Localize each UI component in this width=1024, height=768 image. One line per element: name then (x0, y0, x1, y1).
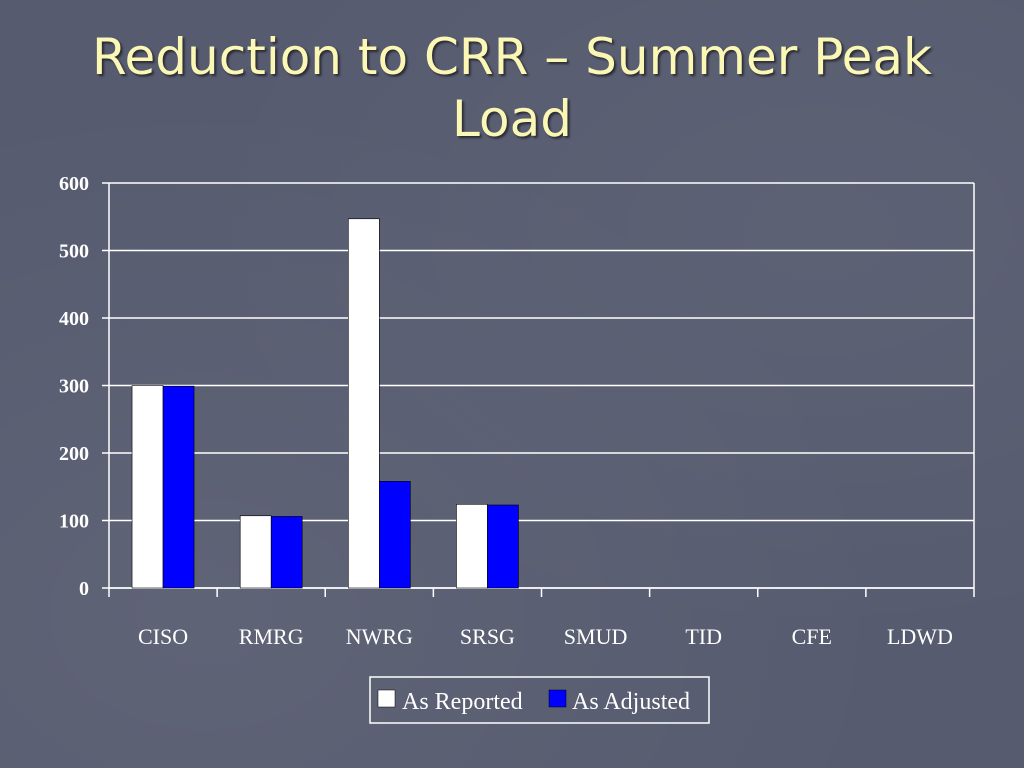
legend-swatch-as-reported (377, 689, 396, 708)
x-category-label: TID (685, 624, 722, 649)
x-category-label: SMUD (564, 624, 628, 649)
bar-as-adjusted-srsg (487, 504, 519, 589)
y-tick-label: 0 (79, 578, 89, 600)
legend-label-as-adjusted: As Adjusted (572, 689, 690, 715)
legend-swatch-as-adjusted (548, 689, 567, 708)
y-tick-label: 100 (59, 511, 89, 533)
chart-legend: As Reported As Adjusted (369, 676, 710, 724)
bar-as-reported-ciso (131, 385, 164, 589)
bar-as-reported-srsg (456, 503, 488, 589)
bar-as-adjusted-nwrg (379, 481, 411, 589)
y-tick-label: 600 (59, 173, 89, 195)
bar-as-reported-nwrg (348, 218, 380, 589)
y-axis-tick-labels: 0 100 200 300 400 500 600 (59, 173, 89, 600)
title-line-1: Reduction to CRR – Summer Peak (92, 28, 932, 86)
gridlines (109, 182, 974, 589)
bar-as-adjusted-rmrg (270, 516, 303, 589)
x-category-label: LDWD (887, 624, 953, 649)
bars (131, 218, 519, 589)
x-category-label: NWRG (346, 624, 413, 649)
bar-as-reported-rmrg (239, 515, 272, 589)
x-category-label: RMRG (239, 624, 304, 649)
y-tick-label: 400 (59, 308, 89, 330)
y-tick-label: 500 (59, 241, 89, 263)
y-tick-label: 200 (59, 443, 89, 465)
x-category-label: SRSG (460, 624, 515, 649)
legend-label-as-reported: As Reported (402, 689, 523, 715)
x-category-label: CFE (792, 624, 832, 649)
bar-as-adjusted-ciso (162, 385, 195, 589)
x-axis-category-labels: CISO RMRG NWRG SRSG SMUD TID CFE LDWD (138, 624, 953, 649)
slide-title: Reduction to CRR – Summer Peak Load (40, 26, 984, 150)
y-tick-label: 300 (59, 376, 89, 398)
title-line-2: Load (452, 90, 572, 148)
legend-box (369, 676, 710, 724)
x-category-label: CISO (138, 624, 188, 649)
axes (102, 182, 975, 597)
